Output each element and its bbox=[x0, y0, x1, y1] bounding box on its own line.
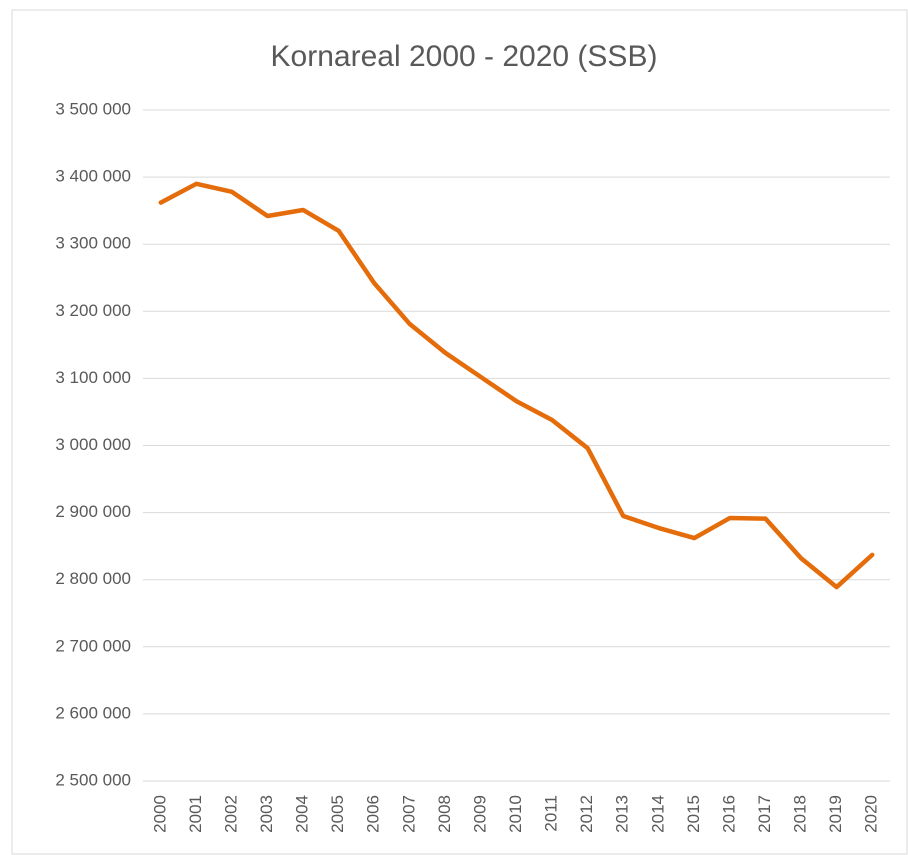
x-tick-label: 2000 bbox=[150, 795, 169, 833]
x-tick-label: 2018 bbox=[791, 795, 810, 833]
y-tick-label: 2 500 000 bbox=[55, 770, 131, 789]
y-tick-label: 2 900 000 bbox=[55, 502, 131, 521]
y-tick-label: 3 200 000 bbox=[55, 301, 131, 320]
x-tick-label: 2010 bbox=[506, 795, 525, 833]
x-tick-label: 2019 bbox=[826, 795, 845, 833]
y-tick-label: 2 800 000 bbox=[55, 569, 131, 588]
x-tick-label: 2001 bbox=[186, 795, 205, 833]
x-tick-label: 2009 bbox=[470, 795, 489, 833]
x-tick-label: 2011 bbox=[542, 795, 561, 832]
y-tick-label: 2 600 000 bbox=[55, 703, 131, 722]
x-tick-label: 2006 bbox=[364, 795, 383, 833]
x-tick-label: 2008 bbox=[435, 795, 454, 833]
x-tick-label: 2015 bbox=[684, 795, 703, 833]
x-tick-label: 2003 bbox=[257, 795, 276, 833]
y-tick-label: 3 000 000 bbox=[55, 435, 131, 454]
x-tick-label: 2007 bbox=[399, 795, 418, 833]
y-tick-label: 2 700 000 bbox=[55, 636, 131, 655]
x-tick-label: 2002 bbox=[221, 795, 240, 833]
x-tick-label: 2020 bbox=[862, 795, 881, 833]
line-series bbox=[158, 181, 875, 590]
x-tick-label: 2016 bbox=[719, 795, 738, 833]
y-tick-label: 3 300 000 bbox=[55, 234, 131, 253]
x-tick-label: 2005 bbox=[328, 795, 347, 833]
x-tick-label: 2004 bbox=[293, 795, 312, 833]
x-tick-label: 2013 bbox=[613, 795, 632, 833]
y-tick-label: 3 100 000 bbox=[55, 368, 131, 387]
chart-title: Kornareal 2000 - 2020 (SSB) bbox=[271, 40, 658, 73]
x-tick-label: 2012 bbox=[577, 795, 596, 833]
x-tick-label: 2017 bbox=[755, 795, 774, 833]
chart-frame bbox=[11, 9, 908, 855]
x-tick-label: 2014 bbox=[648, 795, 667, 833]
y-tick-label: 3 400 000 bbox=[55, 167, 131, 186]
y-tick-label: 3 500 000 bbox=[55, 99, 131, 118]
